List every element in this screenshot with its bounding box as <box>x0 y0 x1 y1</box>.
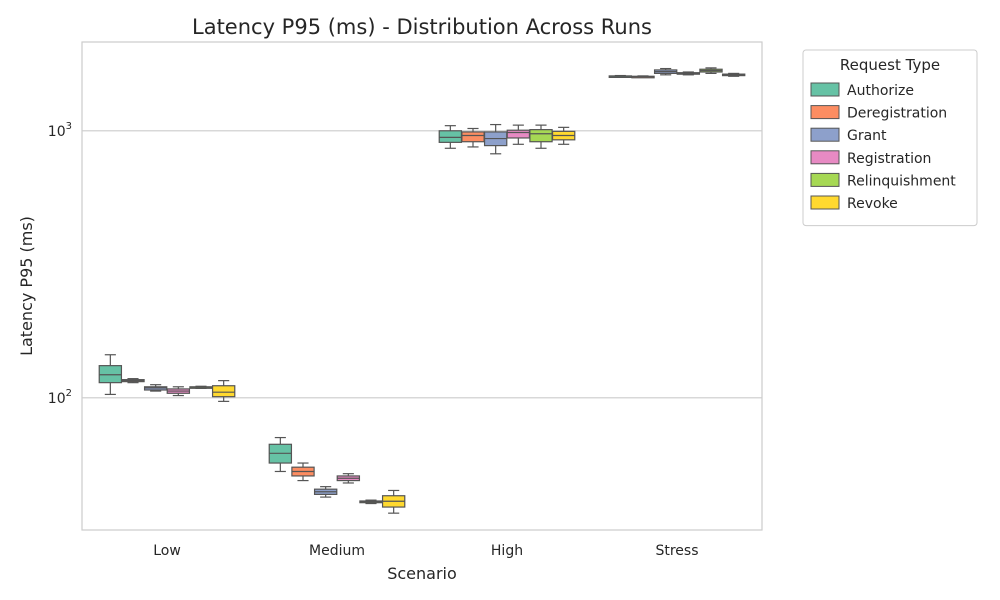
box-registration-stress <box>676 71 701 76</box>
box-revoke-high <box>551 126 576 145</box>
legend-swatch <box>810 172 840 187</box>
box-authorize-medium <box>268 436 293 473</box>
box-iqr <box>211 385 236 398</box>
y-tick-label: 103 <box>48 121 72 140</box>
x-tick-label: Low <box>153 543 181 559</box>
box-authorize-low <box>98 354 123 396</box>
gridlines <box>82 130 762 399</box>
legend-swatch <box>810 82 840 97</box>
legend: Request Type Authorize Deregistration Grant… <box>802 49 978 227</box>
legend-label: Registration <box>847 151 931 167</box>
box-relinquishment-high <box>529 124 553 149</box>
box-deregistration-low <box>121 378 145 384</box>
box-grant-high <box>483 123 508 155</box>
box-iqr <box>529 129 553 143</box>
box-iqr <box>438 130 463 143</box>
box-registration-low <box>166 386 191 397</box>
legend-swatch <box>810 127 840 142</box>
x-axis-label: Scenario <box>387 564 457 583</box>
y-tick-label: 102 <box>48 388 72 407</box>
chart-title: Latency P95 (ms) - Distribution Across R… <box>192 15 652 39</box>
legend-swatch <box>810 195 840 210</box>
box-authorize-high <box>438 125 463 149</box>
box-revoke-medium <box>381 489 406 514</box>
legend-swatch <box>810 150 840 165</box>
y-axis: 102 103 <box>48 121 72 407</box>
legend-label: Authorize <box>847 83 914 99</box>
box-deregistration-medium <box>291 462 315 482</box>
x-tick-label: Medium <box>309 543 365 559</box>
legend-label: Relinquishment <box>847 173 956 189</box>
box-iqr <box>98 365 123 384</box>
box-iqr <box>506 129 531 139</box>
legend-label: Revoke <box>847 196 898 212</box>
box-registration-medium <box>336 473 361 484</box>
box-authorize-stress <box>608 74 633 79</box>
box-revoke-low <box>211 380 236 402</box>
legend-label: Grant <box>847 128 887 144</box>
legend-swatch <box>810 105 840 120</box>
y-axis-label: Latency P95 (ms) <box>17 216 36 356</box>
box-deregistration-stress <box>631 75 655 79</box>
plot-frame <box>81 41 763 531</box>
box-registration-high <box>506 124 531 145</box>
box-grant-low <box>143 384 168 392</box>
legend-frame <box>802 49 978 227</box>
box-grant-stress <box>653 67 678 76</box>
box-relinquishment-medium <box>359 499 383 505</box>
legend-title: Request Type <box>840 56 940 74</box>
box-revoke-stress <box>721 72 746 77</box>
legend-label: Deregistration <box>847 106 947 122</box>
box-grant-medium <box>313 486 338 498</box>
x-tick-label: Stress <box>655 543 698 559</box>
box-relinquishment-low <box>189 385 213 389</box>
box-relinquishment-stress <box>699 67 723 75</box>
x-axis: Low Medium High Stress <box>153 543 698 559</box>
box-plots <box>98 67 746 514</box>
box-iqr <box>461 131 485 143</box>
x-tick-label: High <box>491 543 523 559</box>
